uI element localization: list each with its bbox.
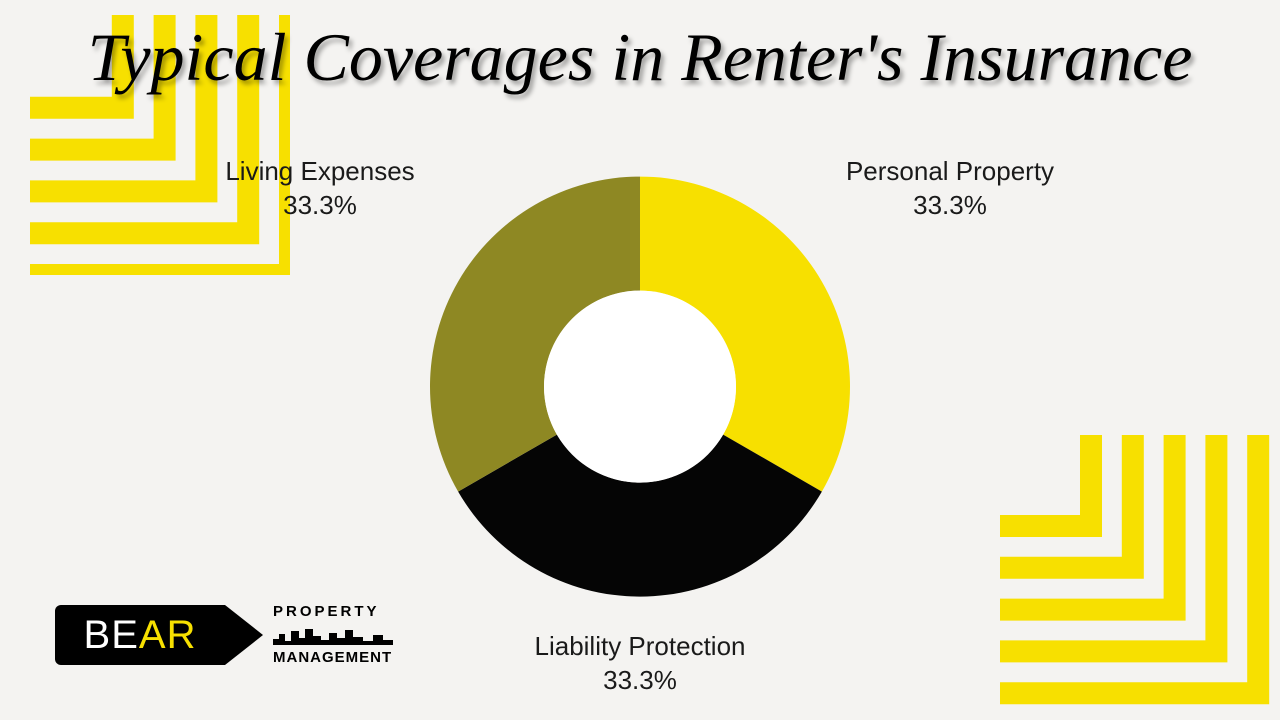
chevron-stroke xyxy=(1000,435,1091,526)
slice-label-personal-property: Personal Property 33.3% xyxy=(830,155,1070,223)
coverage-donut-chart xyxy=(400,147,880,632)
logo-line1: PROPERTY xyxy=(273,603,380,620)
slice-label-text: Personal Property xyxy=(846,156,1054,186)
slice-label-living-expenses: Living Expenses 33.3% xyxy=(210,155,430,223)
logo-text-part1: BE xyxy=(84,613,139,657)
decor-chevrons-bottom-right xyxy=(960,395,1280,720)
slice-label-liability-protection: Liability Protection 33.3% xyxy=(490,630,790,698)
slice-percent-text: 33.3% xyxy=(210,189,430,223)
slice-label-text: Living Expenses xyxy=(225,156,414,186)
logo-line2: MANAGEMENT xyxy=(273,649,392,666)
brand-logo: BEAR PROPERTY MANAGEMENT xyxy=(55,605,225,665)
logo-text-part2: AR xyxy=(139,613,197,657)
slice-percent-text: 33.3% xyxy=(830,189,1070,223)
donut-hole xyxy=(544,291,736,483)
slice-label-text: Liability Protection xyxy=(535,631,746,661)
chevron-stroke xyxy=(1000,435,1133,568)
page-title: Typical Coverages in Renter's Insurance xyxy=(88,18,1193,97)
logo-wordmark: BEAR xyxy=(84,615,197,655)
logo-skyline-icon xyxy=(273,627,393,645)
logo-badge: BEAR xyxy=(55,605,225,665)
slice-percent-text: 33.3% xyxy=(490,664,790,698)
